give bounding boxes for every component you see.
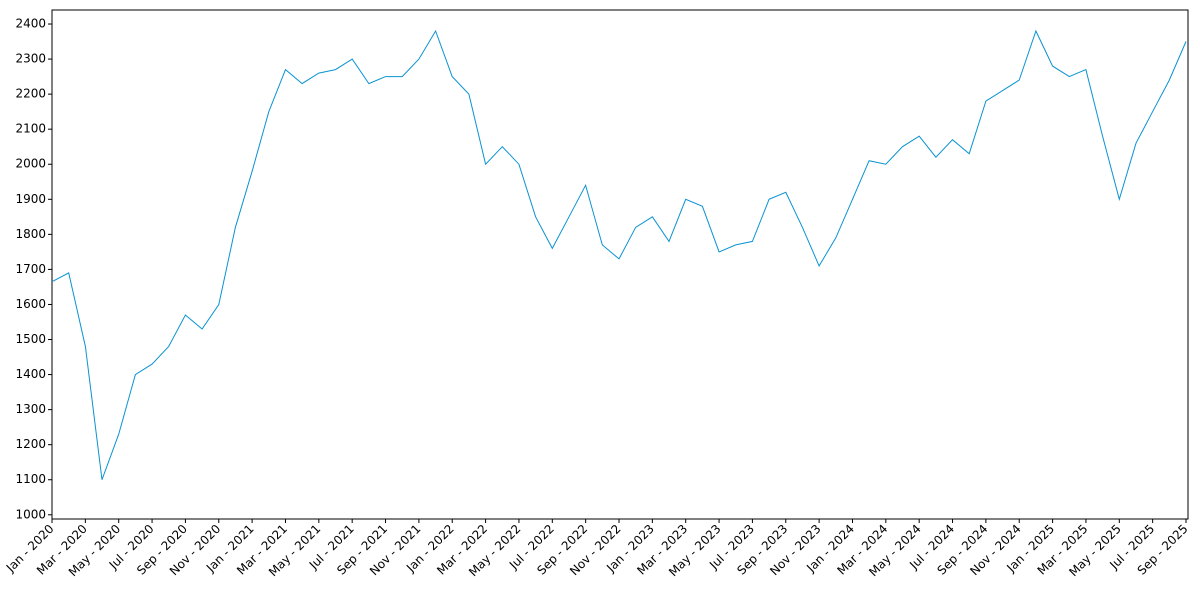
y-tick-label: 1600 [15, 297, 46, 311]
plot-frame [51, 9, 1189, 520]
y-tick-label: 1300 [15, 402, 46, 416]
y-tick-label: 2000 [15, 157, 46, 171]
y-tick-label: 1500 [15, 332, 46, 346]
y-tick-label: 1100 [15, 472, 46, 486]
y-tick-label: 1400 [15, 367, 46, 381]
y-tick-label: 2200 [15, 87, 46, 101]
y-tick-label: 2300 [15, 52, 46, 66]
y-tick-label: 1200 [15, 437, 46, 451]
line-series [51, 29, 1187, 480]
y-tick-label: 2100 [15, 122, 46, 136]
y-tick-label: 1700 [15, 262, 46, 276]
y-tick-label: 2400 [15, 17, 46, 31]
y-tick-label: 1900 [15, 192, 46, 206]
y-tick-label: 1800 [15, 227, 46, 241]
y-tick-label: 1000 [15, 507, 46, 521]
